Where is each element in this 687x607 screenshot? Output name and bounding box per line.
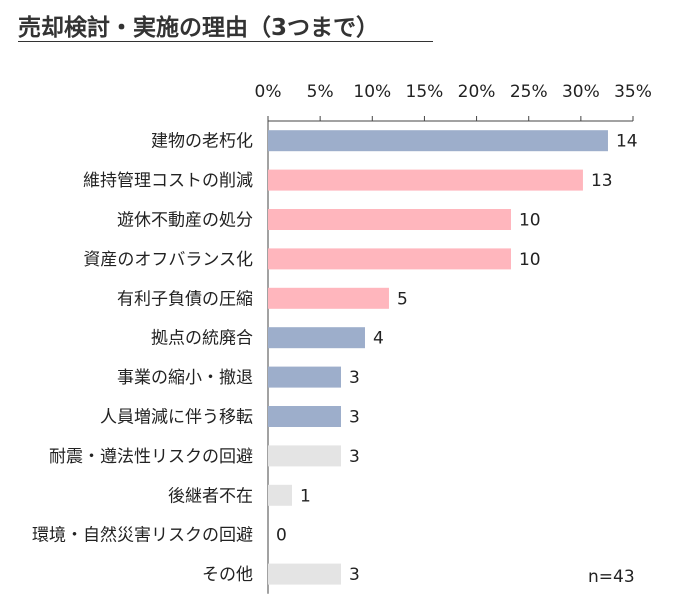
x-tick-label: 0% xyxy=(255,82,282,102)
chart-title: 売却検討・実施の理由（3つまで） xyxy=(18,15,380,41)
bar xyxy=(268,248,511,270)
data-label: 0 xyxy=(276,526,287,546)
category-label: 事業の縮小・撤退 xyxy=(117,368,253,388)
category-label: 後継者不在 xyxy=(168,486,253,506)
category-label: 資産のオフバランス化 xyxy=(83,250,253,270)
category-label: 人員増減に伴う移転 xyxy=(100,408,253,428)
x-tick-label: 5% xyxy=(307,82,334,102)
x-tick-label: 10% xyxy=(353,82,391,102)
category-label: 環境・自然災害リスクの回避 xyxy=(32,526,253,546)
x-tick-label: 15% xyxy=(406,82,444,102)
category-label: 有利子負債の圧縮 xyxy=(117,289,253,309)
data-label: 10 xyxy=(519,250,541,270)
x-tick-label: 35% xyxy=(614,82,652,102)
data-label: 3 xyxy=(349,565,360,585)
data-label: 4 xyxy=(373,329,384,349)
category-label: 拠点の統廃合 xyxy=(151,329,253,349)
category-label: その他 xyxy=(202,565,253,585)
data-label: 3 xyxy=(349,368,360,388)
data-label: 1 xyxy=(300,486,311,506)
x-tick-label: 20% xyxy=(458,82,496,102)
bar xyxy=(268,209,511,230)
bar xyxy=(268,445,341,467)
data-label: 3 xyxy=(349,408,360,428)
category-label: 維持管理コストの削減 xyxy=(83,171,253,191)
bar xyxy=(268,287,389,309)
bar xyxy=(268,366,341,388)
category-label: 遊休不動産の処分 xyxy=(117,211,253,231)
data-label: 14 xyxy=(616,132,638,152)
bar xyxy=(268,169,583,191)
data-label: 10 xyxy=(519,211,541,231)
bar xyxy=(268,563,341,585)
data-label: 3 xyxy=(349,447,360,467)
bar xyxy=(268,406,341,427)
x-tick-label: 30% xyxy=(562,82,600,102)
category-label: 建物の老朽化 xyxy=(151,132,253,152)
category-label: 耐震・遵法性リスクの回避 xyxy=(49,447,253,467)
sample-size-label: n=43 xyxy=(588,567,635,587)
x-tick-label: 25% xyxy=(510,82,548,102)
data-label: 13 xyxy=(591,171,613,191)
bar xyxy=(268,130,608,152)
bar xyxy=(268,484,292,506)
data-label: 5 xyxy=(397,289,408,309)
bar xyxy=(268,327,365,349)
title-underline xyxy=(18,41,433,42)
